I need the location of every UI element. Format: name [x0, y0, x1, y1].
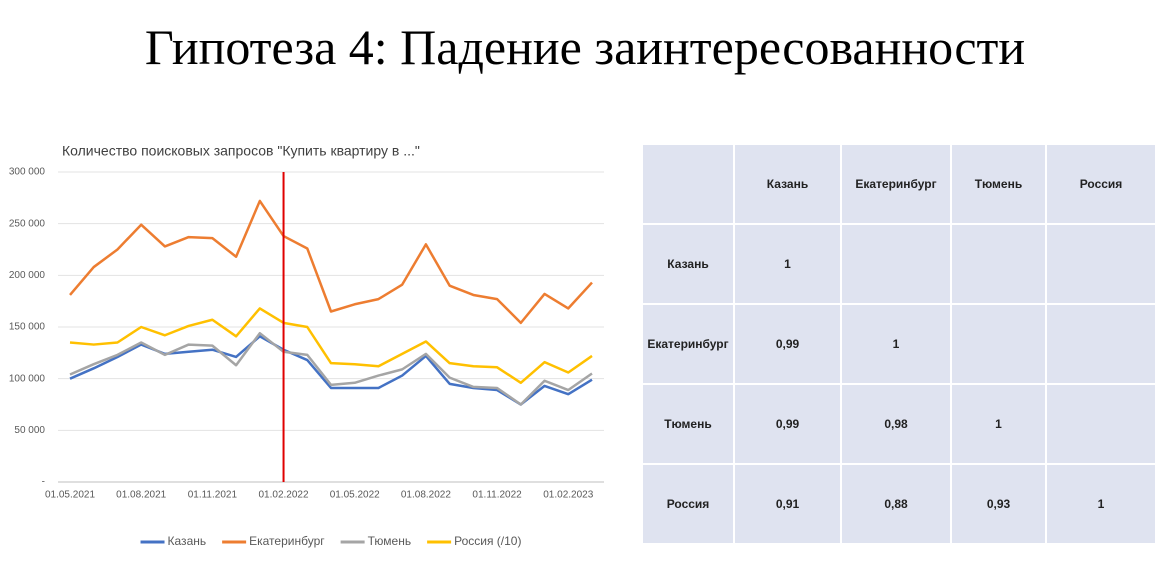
table-row: Тюмень 0,99 0,98 1 [641, 383, 1157, 465]
table-cell: Екатеринбург [641, 303, 735, 385]
y-tick-label: 250 000 [9, 218, 46, 229]
correlation-table: Казань Екатеринбург Тюмень Россия Казань 1 Ека… [641, 143, 1157, 545]
table-cell: 0,99 [733, 383, 842, 465]
table-cell: 1 [733, 223, 842, 305]
chart-title: Количество поисковых запросов "Купить кв… [62, 143, 420, 159]
table-cell: Тюмень [641, 383, 735, 465]
series-line [69, 307, 593, 385]
table-cell: Россия [641, 463, 735, 545]
table-cell: 0,98 [840, 383, 952, 465]
table-row: Россия 0,91 0,88 0,93 1 [641, 463, 1157, 545]
empty-cell [840, 223, 952, 305]
legend: Казань Екатеринбург Тюмень Россия (/10) [140, 534, 521, 548]
slide-title: Гипотеза 4: Падение заинтересованности [144, 19, 1026, 75]
x-tick-label: 01.05.2022 [330, 490, 380, 501]
x-tick-label: 01.11.2021 [188, 490, 238, 501]
table-cell: 0,99 [733, 303, 842, 385]
empty-cell [950, 223, 1047, 305]
empty-cell [641, 143, 735, 225]
table-cell: Тюмень [950, 143, 1047, 225]
table-cell: Россия [1045, 143, 1157, 225]
empty-cell [1045, 303, 1157, 385]
x-tick-label: 01.02.2023 [543, 490, 593, 501]
legend-label: Россия (/10) [454, 534, 521, 548]
y-tick-label: - [42, 477, 45, 488]
legend-label: Тюмень [368, 534, 411, 548]
y-tick-label: 300 000 [9, 167, 46, 178]
table-row: Казань Екатеринбург Тюмень Россия [641, 143, 1157, 225]
empty-cell [1045, 223, 1157, 305]
y-tick-label: 50 000 [14, 425, 45, 436]
table-row: Казань 1 [641, 223, 1157, 305]
table-row: Екатеринбург 0,99 1 [641, 303, 1157, 385]
y-tick-label: 100 000 [9, 373, 46, 384]
chart: Количество поисковых запросов "Купить кв… [9, 143, 604, 548]
table-cell: Казань [641, 223, 735, 305]
table-cell: Казань [733, 143, 842, 225]
table-cell: 0,93 [950, 463, 1047, 545]
x-tick-label: 01.11.2022 [472, 490, 522, 501]
x-tick-label: 01.05.2021 [45, 490, 95, 501]
empty-cell [950, 303, 1047, 385]
y-tick-label: 150 000 [9, 322, 46, 333]
legend-label: Екатеринбург [249, 534, 325, 548]
table-cell: 1 [950, 383, 1047, 465]
legend-label: Казань [168, 534, 207, 548]
x-tick-label: 01.08.2021 [116, 490, 166, 501]
table-cell: Екатеринбург [840, 143, 952, 225]
x-tick-label: 01.02.2022 [259, 490, 309, 501]
table-cell: 1 [1045, 463, 1157, 545]
table-cell: 1 [840, 303, 952, 385]
x-tick-label: 01.08.2022 [401, 490, 451, 501]
table-cell: 0,88 [840, 463, 952, 545]
y-tick-label: 200 000 [9, 270, 46, 281]
series-line [69, 331, 593, 406]
empty-cell [1045, 383, 1157, 465]
table-cell: 0,91 [733, 463, 842, 545]
series-line [69, 199, 593, 325]
